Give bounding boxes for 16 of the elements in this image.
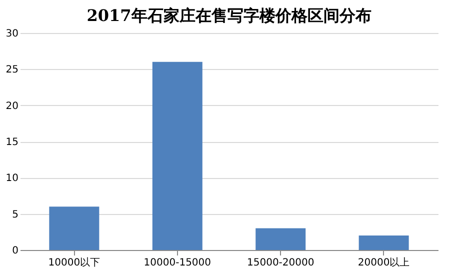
y-tick-label: 25 — [6, 64, 18, 76]
x-tick-label: 10000以下 — [48, 256, 100, 268]
bar — [49, 206, 100, 250]
bar — [358, 236, 409, 250]
y-tick-label: 10 — [6, 173, 18, 184]
y-tick-label: 20 — [6, 100, 18, 112]
x-tick-label: 20000以上 — [358, 256, 410, 268]
y-tick-label: 0 — [12, 246, 18, 256]
x-tick-label: 10000-15000 — [144, 258, 212, 268]
bar — [256, 228, 306, 250]
y-tick-label: 30 — [6, 28, 18, 40]
bar — [152, 62, 202, 250]
y-tick-label: 5 — [12, 209, 18, 220]
y-tick-label: 15 — [6, 137, 18, 148]
chart-title: 2017年石家庄在售写字楼价格区间分布 — [86, 6, 372, 25]
x-tick-label: 15000-20000 — [246, 258, 314, 268]
